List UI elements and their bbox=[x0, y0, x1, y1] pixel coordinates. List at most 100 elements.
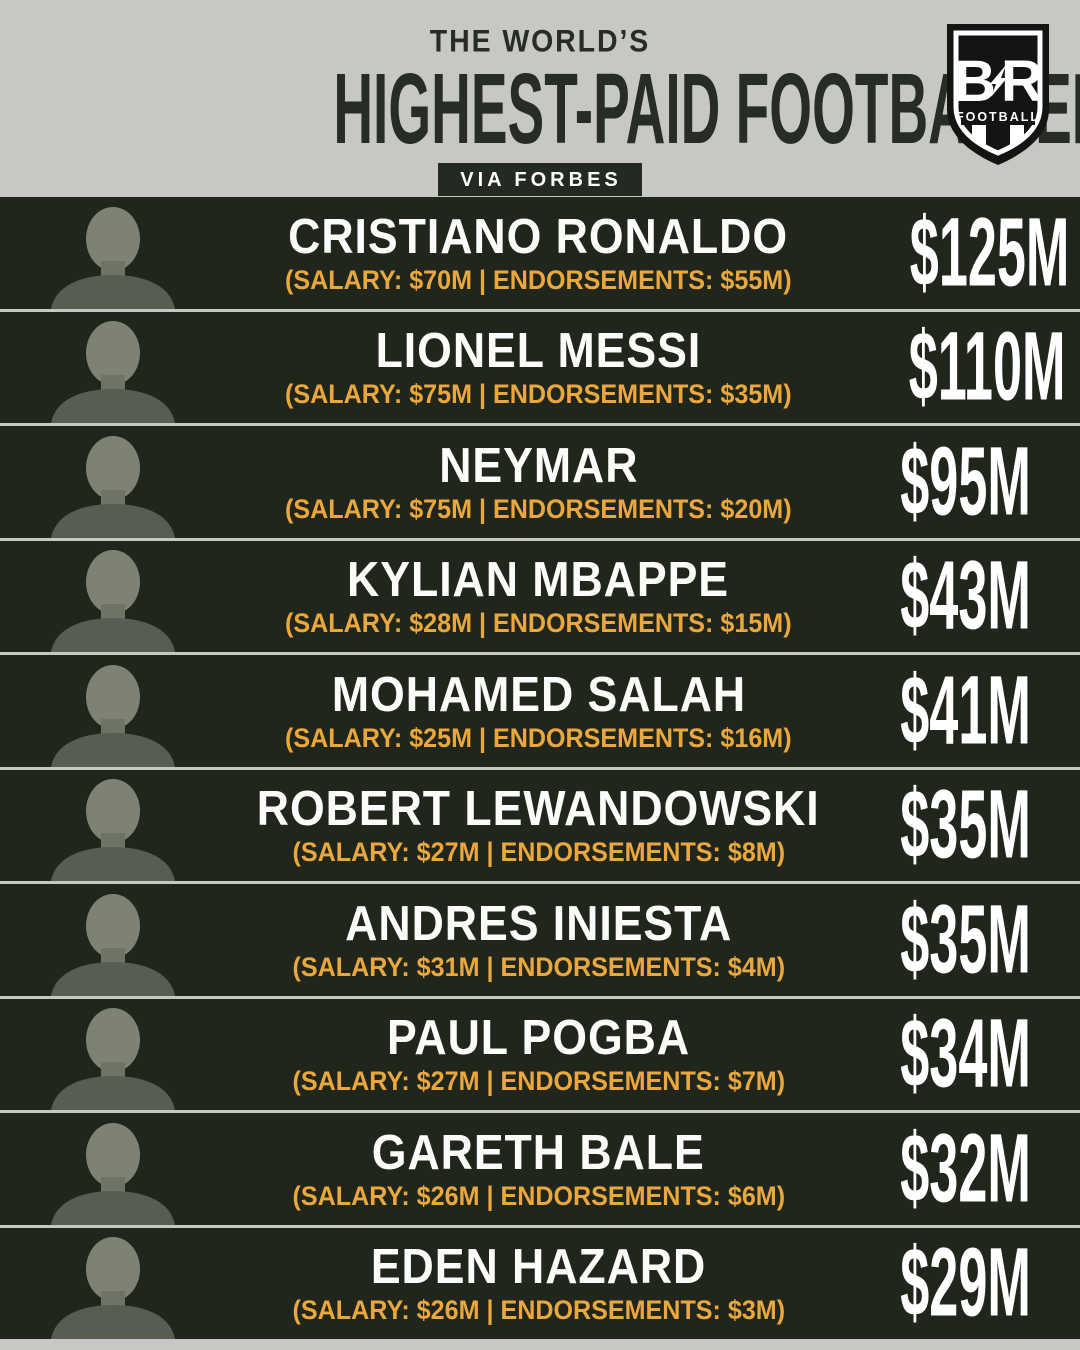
player-photo bbox=[0, 312, 225, 423]
player-name-text: NEYMAR bbox=[438, 436, 639, 493]
page-title: HIGHEST-PAID FOOTBALLERS bbox=[0, 59, 1080, 159]
player-salary-line-text: (SALARY: $27M | ENDORSEMENTS: $7M) bbox=[292, 1066, 785, 1097]
player-total: $41M bbox=[852, 662, 1080, 759]
player-total-text: $32M bbox=[900, 1114, 1032, 1223]
player-salary-line: (SALARY: $75M | ENDORSEMENTS: $35M) bbox=[225, 381, 852, 408]
player-list: CRISTIANO RONALDO (SALARY: $70M | ENDORS… bbox=[0, 197, 1080, 1342]
player-total-text: $110M bbox=[908, 313, 1066, 422]
player-photo bbox=[0, 541, 225, 652]
player-info: NEYMAR (SALARY: $75M | ENDORSEMENTS: $20… bbox=[225, 436, 852, 524]
player-name: GARETH BALE bbox=[225, 1123, 852, 1180]
football-band bbox=[961, 109, 1035, 125]
player-name-text: EDEN HAZARD bbox=[370, 1237, 707, 1294]
player-salary-line-text: (SALARY: $70M | ENDORSEMENTS: $55M) bbox=[285, 264, 792, 295]
player-headshot-silhouette bbox=[50, 550, 175, 652]
player-info: ANDRES INIESTA (SALARY: $31M | ENDORSEME… bbox=[225, 894, 852, 982]
player-info: EDEN HAZARD (SALARY: $26M | ENDORSEMENTS… bbox=[225, 1237, 852, 1324]
logo-letter-r: R bbox=[1001, 49, 1043, 114]
player-row: ANDRES INIESTA (SALARY: $31M | ENDORSEME… bbox=[0, 884, 1080, 999]
player-headshot-silhouette bbox=[50, 1122, 175, 1225]
player-total-text: $35M bbox=[900, 885, 1032, 994]
player-name: KYLIAN MBAPPE bbox=[225, 550, 852, 607]
player-total: $110M bbox=[852, 319, 1080, 416]
player-row: GARETH BALE (SALARY: $26M | ENDORSEMENTS… bbox=[0, 1113, 1080, 1228]
player-headshot-silhouette bbox=[50, 1008, 175, 1110]
player-salary-line: (SALARY: $26M | ENDORSEMENTS: $3M) bbox=[225, 1297, 852, 1324]
player-info: PAUL POGBA (SALARY: $27M | ENDORSEMENTS:… bbox=[225, 1012, 852, 1095]
player-salary-line-text: (SALARY: $26M | ENDORSEMENTS: $6M) bbox=[292, 1180, 785, 1211]
player-name: PAUL POGBA bbox=[225, 1012, 852, 1061]
player-headshot-silhouette bbox=[50, 435, 175, 538]
player-photo bbox=[0, 197, 225, 309]
logo-letter-b: B bbox=[954, 49, 996, 114]
player-total: $125M bbox=[852, 204, 1080, 301]
player-info: GARETH BALE (SALARY: $26M | ENDORSEMENTS… bbox=[225, 1123, 852, 1211]
player-name-text: LIONEL MESSI bbox=[375, 321, 702, 378]
shield-stripes bbox=[972, 121, 1024, 146]
player-total: $29M bbox=[852, 1235, 1080, 1332]
player-name: NEYMAR bbox=[225, 436, 852, 493]
player-salary-line-text: (SALARY: $27M | ENDORSEMENTS: $8M) bbox=[292, 837, 785, 868]
player-row: NEYMAR (SALARY: $75M | ENDORSEMENTS: $20… bbox=[0, 426, 1080, 541]
player-photo bbox=[0, 1113, 225, 1225]
player-total: $32M bbox=[852, 1120, 1080, 1217]
player-headshot-silhouette bbox=[50, 664, 175, 767]
player-photo bbox=[0, 426, 225, 538]
header: THE WORLD’S HIGHEST-PAID FOOTBALLERS VIA… bbox=[0, 0, 1080, 197]
player-salary-line-text: (SALARY: $75M | ENDORSEMENTS: $20M) bbox=[285, 493, 792, 524]
kicker-text: THE WORLD’S bbox=[0, 0, 1080, 59]
player-name: LIONEL MESSI bbox=[225, 321, 852, 378]
player-total-text: $41M bbox=[900, 656, 1032, 765]
kicker-text-inner: THE WORLD’S bbox=[429, 24, 651, 59]
player-salary-line: (SALARY: $70M | ENDORSEMENTS: $55M) bbox=[225, 264, 852, 295]
player-name: MOHAMED SALAH bbox=[225, 665, 852, 722]
player-info: LIONEL MESSI (SALARY: $75M | ENDORSEMENT… bbox=[225, 321, 852, 408]
player-headshot-silhouette bbox=[50, 893, 175, 996]
player-info: MOHAMED SALAH (SALARY: $25M | ENDORSEMEN… bbox=[225, 665, 852, 753]
player-info: KYLIAN MBAPPE (SALARY: $28M | ENDORSEMEN… bbox=[225, 550, 852, 637]
player-salary-line: (SALARY: $28M | ENDORSEMENTS: $15M) bbox=[225, 610, 852, 637]
player-name-text: KYLIAN MBAPPE bbox=[347, 550, 730, 607]
player-photo bbox=[0, 884, 225, 996]
player-total-text: $43M bbox=[900, 542, 1032, 651]
player-salary-line: (SALARY: $27M | ENDORSEMENTS: $7M) bbox=[225, 1068, 852, 1095]
player-salary-line-text: (SALARY: $28M | ENDORSEMENTS: $15M) bbox=[285, 608, 792, 639]
player-headshot-silhouette bbox=[50, 1237, 175, 1339]
player-row: EDEN HAZARD (SALARY: $26M | ENDORSEMENTS… bbox=[0, 1227, 1080, 1342]
player-info: CRISTIANO RONALDO (SALARY: $70M | ENDORS… bbox=[225, 207, 852, 295]
player-name-text: MOHAMED SALAH bbox=[331, 665, 746, 722]
player-name: ANDRES INIESTA bbox=[225, 894, 852, 951]
player-salary-line: (SALARY: $26M | ENDORSEMENTS: $6M) bbox=[225, 1180, 852, 1211]
player-total: $35M bbox=[852, 891, 1080, 988]
player-name-text: ANDRES INIESTA bbox=[344, 894, 733, 951]
player-total: $43M bbox=[852, 548, 1080, 645]
player-salary-line: (SALARY: $27M | ENDORSEMENTS: $8M) bbox=[225, 839, 852, 866]
br-football-logo: FOOTBALL B R bbox=[947, 24, 1049, 165]
player-row: LIONEL MESSI (SALARY: $75M | ENDORSEMENT… bbox=[0, 311, 1080, 426]
player-name-text: GARETH BALE bbox=[372, 1123, 705, 1180]
lightning-bolt-icon bbox=[990, 65, 1007, 97]
player-photo bbox=[0, 655, 225, 767]
player-headshot-silhouette bbox=[50, 779, 175, 881]
player-total-text: $29M bbox=[900, 1229, 1032, 1338]
player-total: $35M bbox=[852, 777, 1080, 874]
player-total: $34M bbox=[852, 1006, 1080, 1103]
player-total-text: $125M bbox=[909, 198, 1070, 307]
player-total-text: $35M bbox=[900, 771, 1032, 880]
player-salary-line-text: (SALARY: $31M | ENDORSEMENTS: $4M) bbox=[292, 951, 785, 982]
player-name-text: CRISTIANO RONALDO bbox=[288, 207, 789, 264]
player-name-text: ROBERT LEWANDOWSKI bbox=[257, 779, 820, 836]
player-row: ROBERT LEWANDOWSKI (SALARY: $27M | ENDOR… bbox=[0, 769, 1080, 884]
player-row: PAUL POGBA (SALARY: $27M | ENDORSEMENTS:… bbox=[0, 998, 1080, 1113]
player-total-text: $95M bbox=[900, 427, 1032, 536]
player-salary-line: (SALARY: $75M | ENDORSEMENTS: $20M) bbox=[225, 493, 852, 524]
player-headshot-silhouette bbox=[50, 206, 175, 309]
player-salary-line-text: (SALARY: $25M | ENDORSEMENTS: $16M) bbox=[285, 722, 792, 753]
player-total-text: $34M bbox=[900, 1000, 1032, 1109]
shield-inner-border bbox=[953, 30, 1043, 156]
player-photo bbox=[0, 999, 225, 1110]
player-row: CRISTIANO RONALDO (SALARY: $70M | ENDORS… bbox=[0, 197, 1080, 312]
player-salary-line: (SALARY: $25M | ENDORSEMENTS: $16M) bbox=[225, 722, 852, 753]
player-name: EDEN HAZARD bbox=[225, 1237, 852, 1294]
